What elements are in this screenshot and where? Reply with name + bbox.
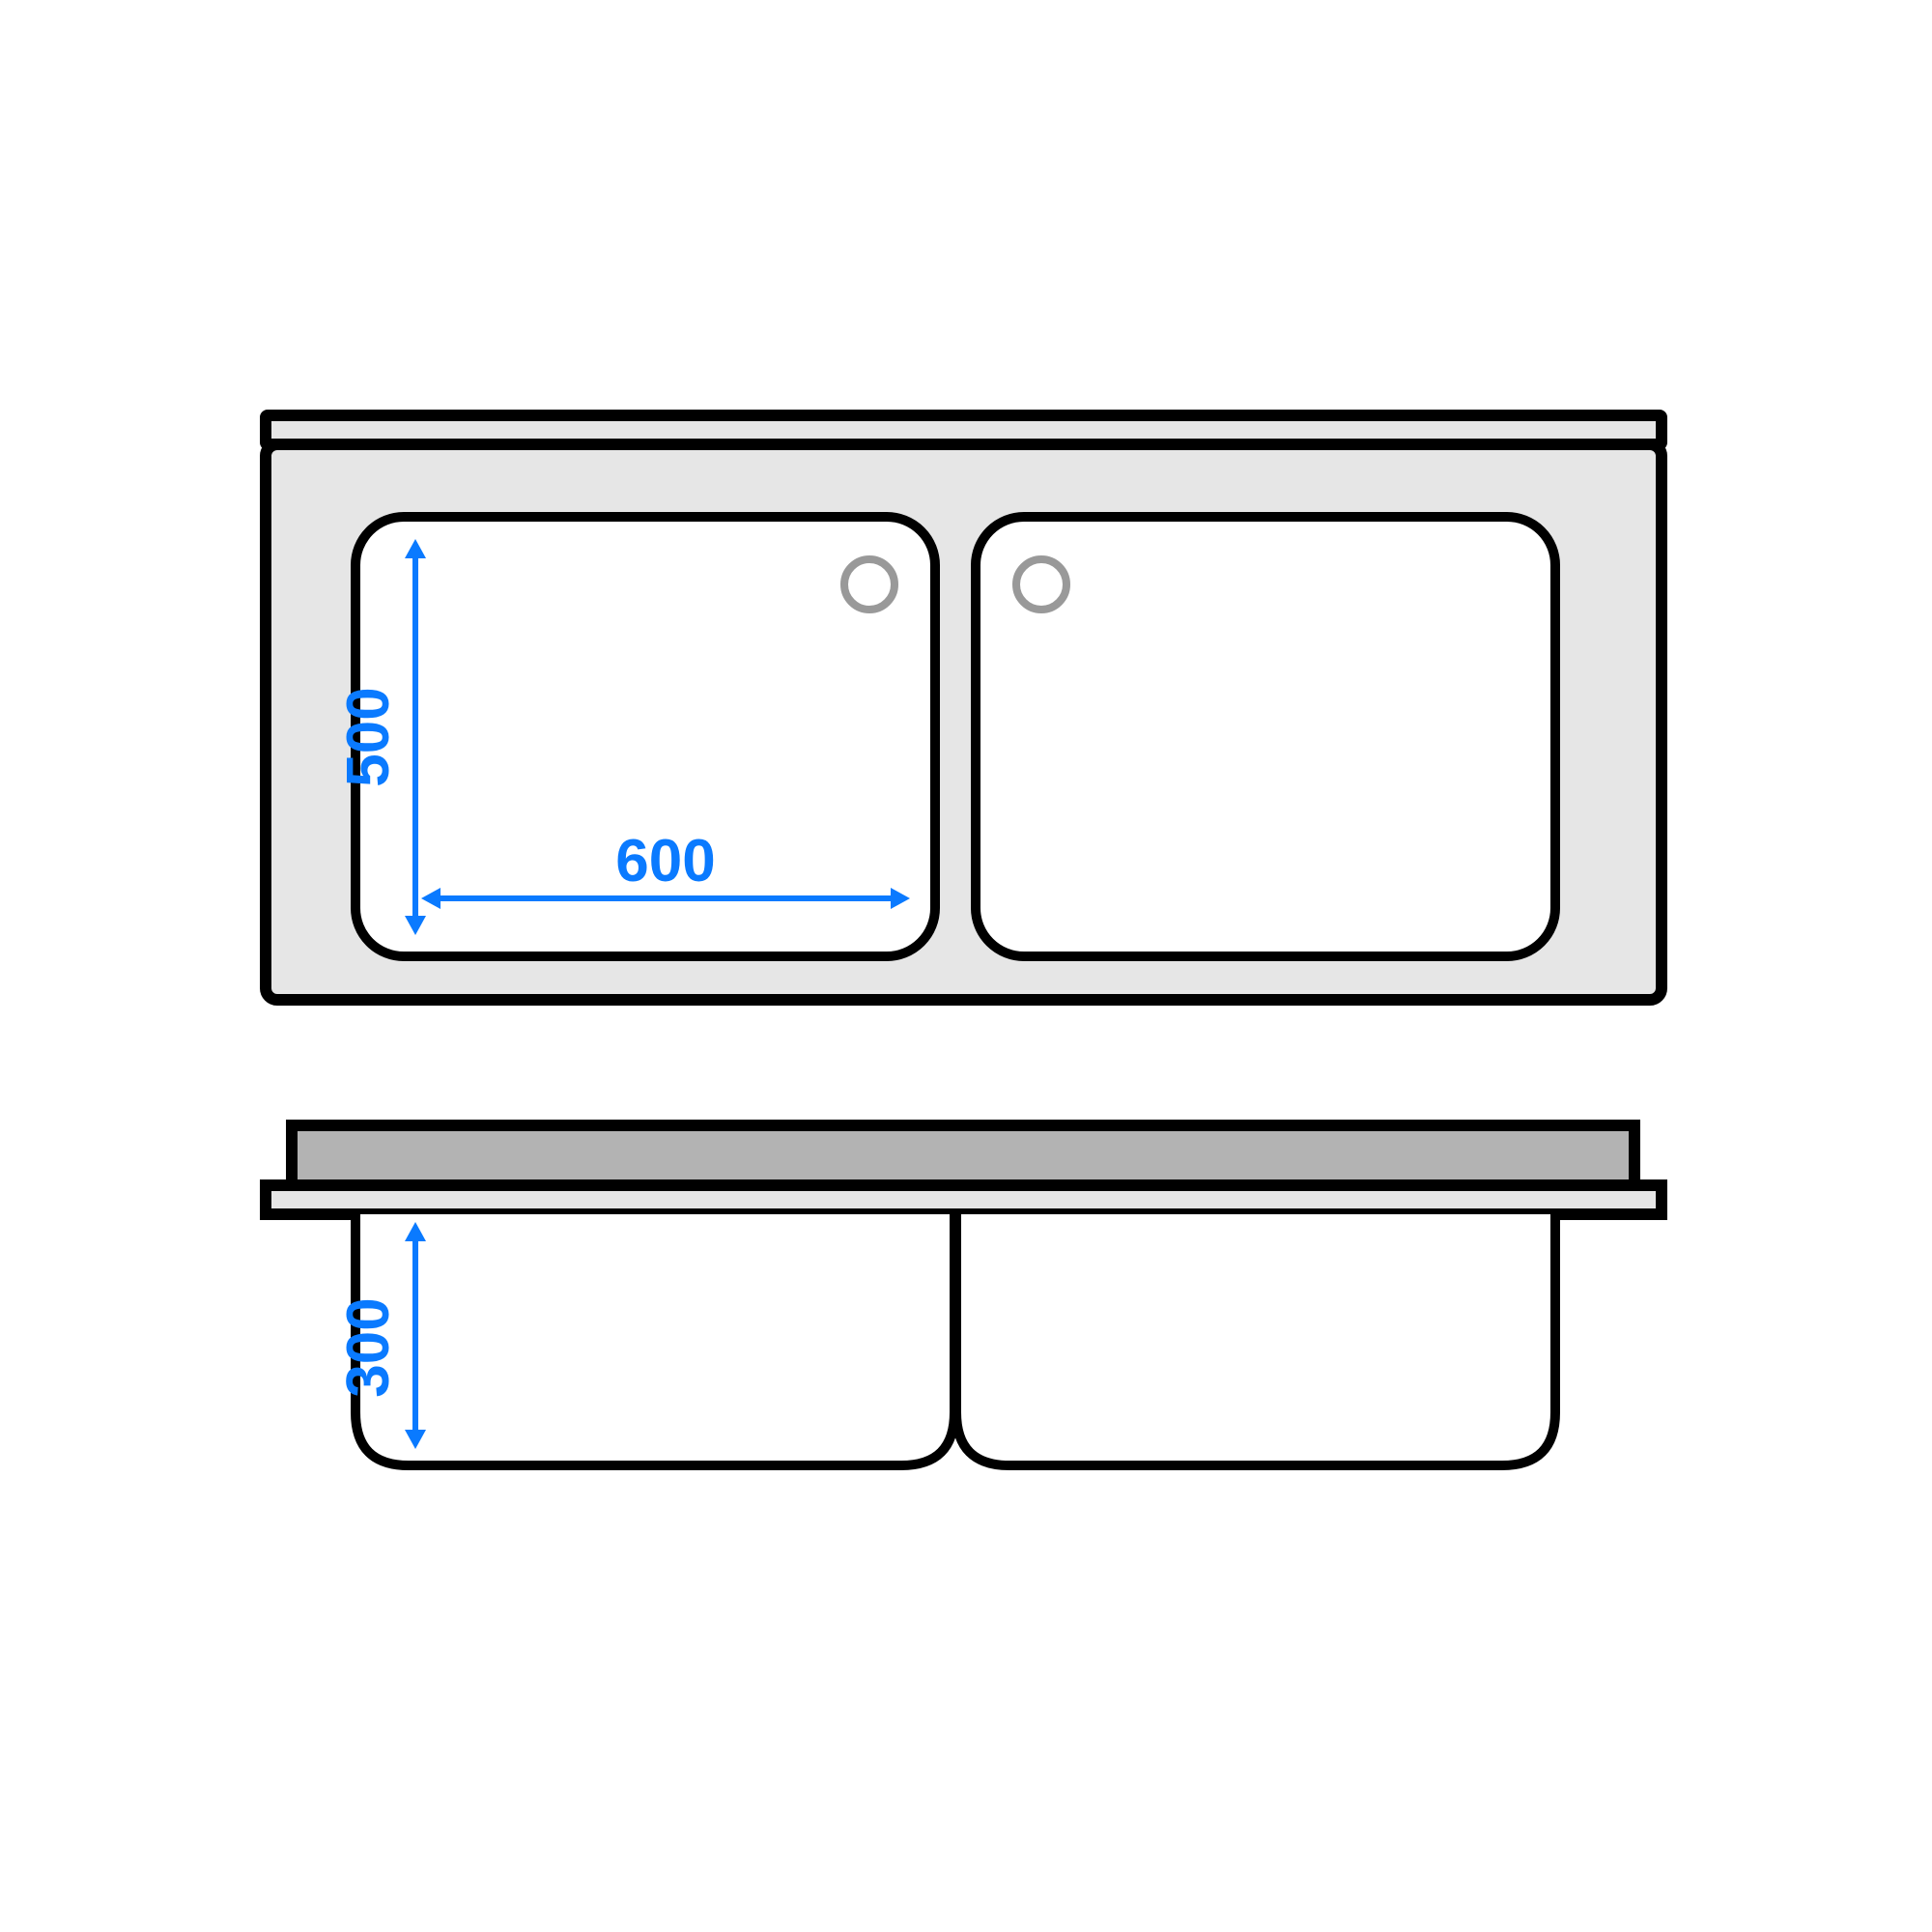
top-view: 500 600: [266, 415, 1662, 1000]
dimension-label-height: 500: [335, 687, 402, 786]
drawing-canvas: 500 600 300: [0, 0, 1932, 1932]
side-bowl-right: [956, 1214, 1555, 1465]
side-view-shelf-lip: [266, 1185, 1662, 1214]
dimension-label-width: 600: [615, 828, 715, 895]
side-view: 300: [266, 1125, 1662, 1465]
sink-technical-drawing: 500 600 300: [0, 0, 1932, 1932]
side-view-shelf-top: [292, 1125, 1634, 1185]
dimension-label-depth: 300: [335, 1297, 402, 1397]
side-bowl-left: [355, 1214, 954, 1465]
